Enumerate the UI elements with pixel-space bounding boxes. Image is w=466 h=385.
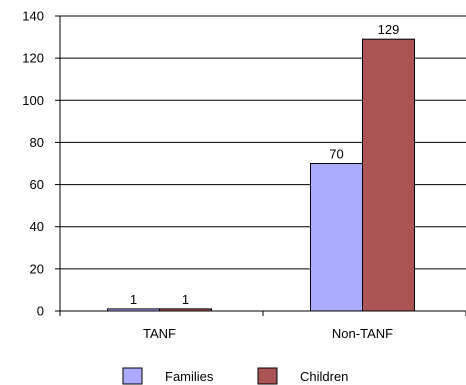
bars — [107, 38, 415, 312]
y-tick-label: 80 — [30, 135, 44, 150]
legend-label-families: Families — [165, 369, 214, 384]
y-tick-label: 100 — [22, 93, 44, 108]
y-tick-label: 0 — [37, 304, 44, 319]
bar-children-non-tanf — [362, 38, 415, 312]
y-tick-label: 40 — [30, 219, 44, 234]
data-label: 129 — [378, 22, 400, 37]
y-tick-label: 20 — [30, 261, 44, 276]
bar-families-non-tanf — [310, 163, 363, 312]
legend-swatch-families — [122, 367, 143, 385]
y-tick-label: 140 — [22, 9, 44, 24]
data-label: 1 — [130, 292, 137, 307]
gridlines — [60, 15, 466, 270]
x-axis-ticks: TANF Non-TANF — [59, 311, 466, 341]
legend: Families Children — [122, 367, 348, 385]
y-tick-label: 60 — [30, 177, 44, 192]
y-tick-label: 120 — [22, 51, 44, 66]
x-tick-label: Non-TANF — [332, 326, 393, 341]
data-label: 70 — [329, 147, 343, 162]
y-axis-ticks: 0 20 40 60 80 100 120 140 — [22, 9, 60, 319]
data-label: 1 — [182, 292, 189, 307]
legend-label-children: Children — [300, 369, 348, 384]
x-tick-label: TANF — [143, 326, 176, 341]
legend-swatch-children — [257, 367, 278, 385]
